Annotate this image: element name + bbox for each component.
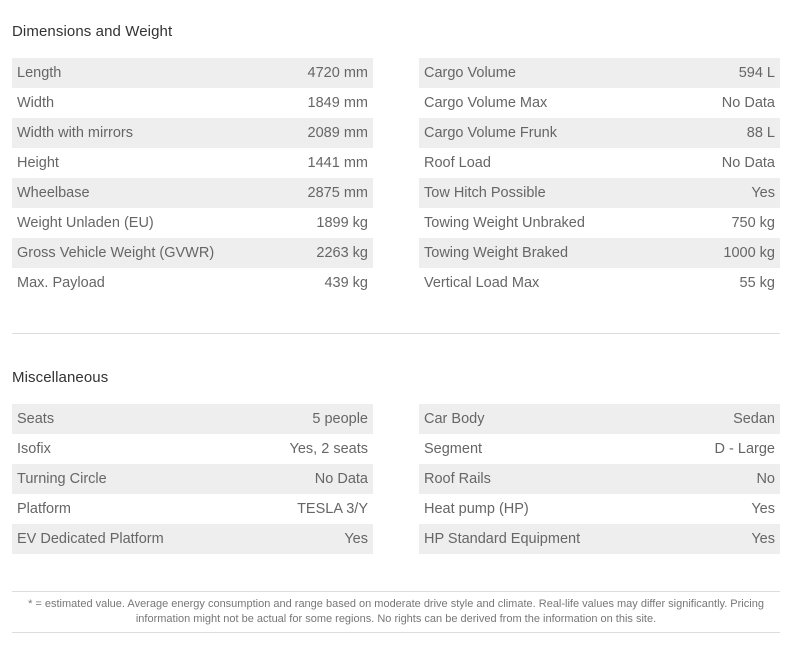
spec-label: Cargo Volume Max: [424, 95, 548, 111]
spec-row: Gross Vehicle Weight (GVWR) 2263 kg: [12, 238, 373, 268]
spec-label: Vertical Load Max: [424, 275, 540, 291]
section-title: Miscellaneous: [12, 369, 109, 386]
spec-value: 1000 kg: [723, 245, 775, 261]
spec-value: No Data: [314, 471, 368, 487]
spec-label: Max. Payload: [17, 275, 105, 291]
spec-value: 88 L: [746, 125, 775, 141]
spec-label: Roof Rails: [424, 471, 491, 487]
divider: [12, 333, 780, 334]
spec-row: Car Body Sedan: [419, 404, 780, 434]
spec-row: Weight Unladen (EU) 1899 kg: [12, 208, 373, 238]
spec-value: Yes, 2 seats: [289, 441, 368, 457]
spec-value: No Data: [721, 95, 775, 111]
spec-row: Platform TESLA 3/Y: [12, 494, 373, 524]
spec-row: Max. Payload 439 kg: [12, 268, 373, 298]
dimensions-right-table: Cargo Volume 594 L Cargo Volume Max No Data…: [419, 58, 780, 298]
dimensions-left-table: Length 4720 mm Width 1849 mm Width with mirr…: [12, 58, 373, 298]
spec-value: No Data: [721, 155, 775, 171]
misc-left-table: Seats 5 people Isofix Yes, 2 seats Turning C…: [12, 404, 373, 554]
spec-label: Wheelbase: [17, 185, 90, 201]
spec-value: Yes: [344, 531, 368, 547]
spec-value: 2263 kg: [316, 245, 368, 261]
spec-value: 1849 mm: [307, 95, 368, 111]
spec-value: Yes: [751, 531, 775, 547]
spec-row: Towing Weight Unbraked 750 kg: [419, 208, 780, 238]
spec-label: Car Body: [424, 411, 485, 427]
spec-row: Roof Load No Data: [419, 148, 780, 178]
spec-row: HP Standard Equipment Yes: [419, 524, 780, 554]
spec-label: Platform: [17, 501, 71, 517]
spec-value: 5 people: [312, 411, 368, 427]
spec-label: Roof Load: [424, 155, 491, 171]
spec-value: 1441 mm: [307, 155, 368, 171]
spec-value: Sedan: [733, 411, 775, 427]
spec-label: Cargo Volume: [424, 65, 516, 81]
divider: [12, 632, 780, 633]
spec-value: 4720 mm: [307, 65, 368, 81]
spec-value: 1899 kg: [316, 215, 368, 231]
spec-row: Length 4720 mm: [12, 58, 373, 88]
spec-label: Length: [17, 65, 62, 81]
spec-value: 594 L: [738, 65, 775, 81]
spec-value: D - Large: [714, 441, 775, 457]
spec-value: 2089 mm: [307, 125, 368, 141]
spec-label: Gross Vehicle Weight (GVWR): [17, 245, 215, 261]
spec-label: Towing Weight Braked: [424, 245, 569, 261]
spec-label: Width: [17, 95, 55, 111]
spec-value: 55 kg: [739, 275, 775, 291]
spec-row: Height 1441 mm: [12, 148, 373, 178]
spec-value: Yes: [751, 501, 775, 517]
spec-row: Width 1849 mm: [12, 88, 373, 118]
spec-value: 439 kg: [324, 275, 368, 291]
spec-row: Vertical Load Max 55 kg: [419, 268, 780, 298]
spec-label: Seats: [17, 411, 55, 427]
spec-label: Heat pump (HP): [424, 501, 529, 517]
footer-disclaimer: * = estimated value. Average energy cons…: [28, 598, 764, 625]
spec-row: Towing Weight Braked 1000 kg: [419, 238, 780, 268]
spec-row: Turning Circle No Data: [12, 464, 373, 494]
spec-row: Roof Rails No: [419, 464, 780, 494]
divider: [12, 591, 780, 592]
section-title: Dimensions and Weight: [12, 23, 173, 40]
misc-right-table: Car Body Sedan Segment D - Large Roof Rails N…: [419, 404, 780, 554]
spec-label: Weight Unladen (EU): [17, 215, 154, 231]
spec-label: Isofix: [17, 441, 51, 457]
spec-row: Seats 5 people: [12, 404, 373, 434]
spec-label: Towing Weight Unbraked: [424, 215, 585, 231]
spec-label: Tow Hitch Possible: [424, 185, 546, 201]
spec-row: Wheelbase 2875 mm: [12, 178, 373, 208]
spec-value: 2875 mm: [307, 185, 368, 201]
spec-row: Tow Hitch Possible Yes: [419, 178, 780, 208]
spec-value: No: [756, 471, 775, 487]
spec-row: Heat pump (HP) Yes: [419, 494, 780, 524]
spec-row: Cargo Volume Max No Data: [419, 88, 780, 118]
spec-row: Segment D - Large: [419, 434, 780, 464]
spec-value: TESLA 3/Y: [297, 501, 368, 517]
spec-label: Cargo Volume Frunk: [424, 125, 557, 141]
spec-row: EV Dedicated Platform Yes: [12, 524, 373, 554]
spec-label: Width with mirrors: [17, 125, 134, 141]
spec-value: Yes: [751, 185, 775, 201]
spec-label: Height: [17, 155, 59, 171]
spec-label: Turning Circle: [17, 471, 107, 487]
spec-row: Isofix Yes, 2 seats: [12, 434, 373, 464]
spec-row: Cargo Volume Frunk 88 L: [419, 118, 780, 148]
spec-label: EV Dedicated Platform: [17, 531, 164, 547]
spec-label: HP Standard Equipment: [424, 531, 581, 547]
spec-row: Width with mirrors 2089 mm: [12, 118, 373, 148]
spec-row: Cargo Volume 594 L: [419, 58, 780, 88]
spec-value: 750 kg: [731, 215, 775, 231]
spec-label: Segment: [424, 441, 483, 457]
